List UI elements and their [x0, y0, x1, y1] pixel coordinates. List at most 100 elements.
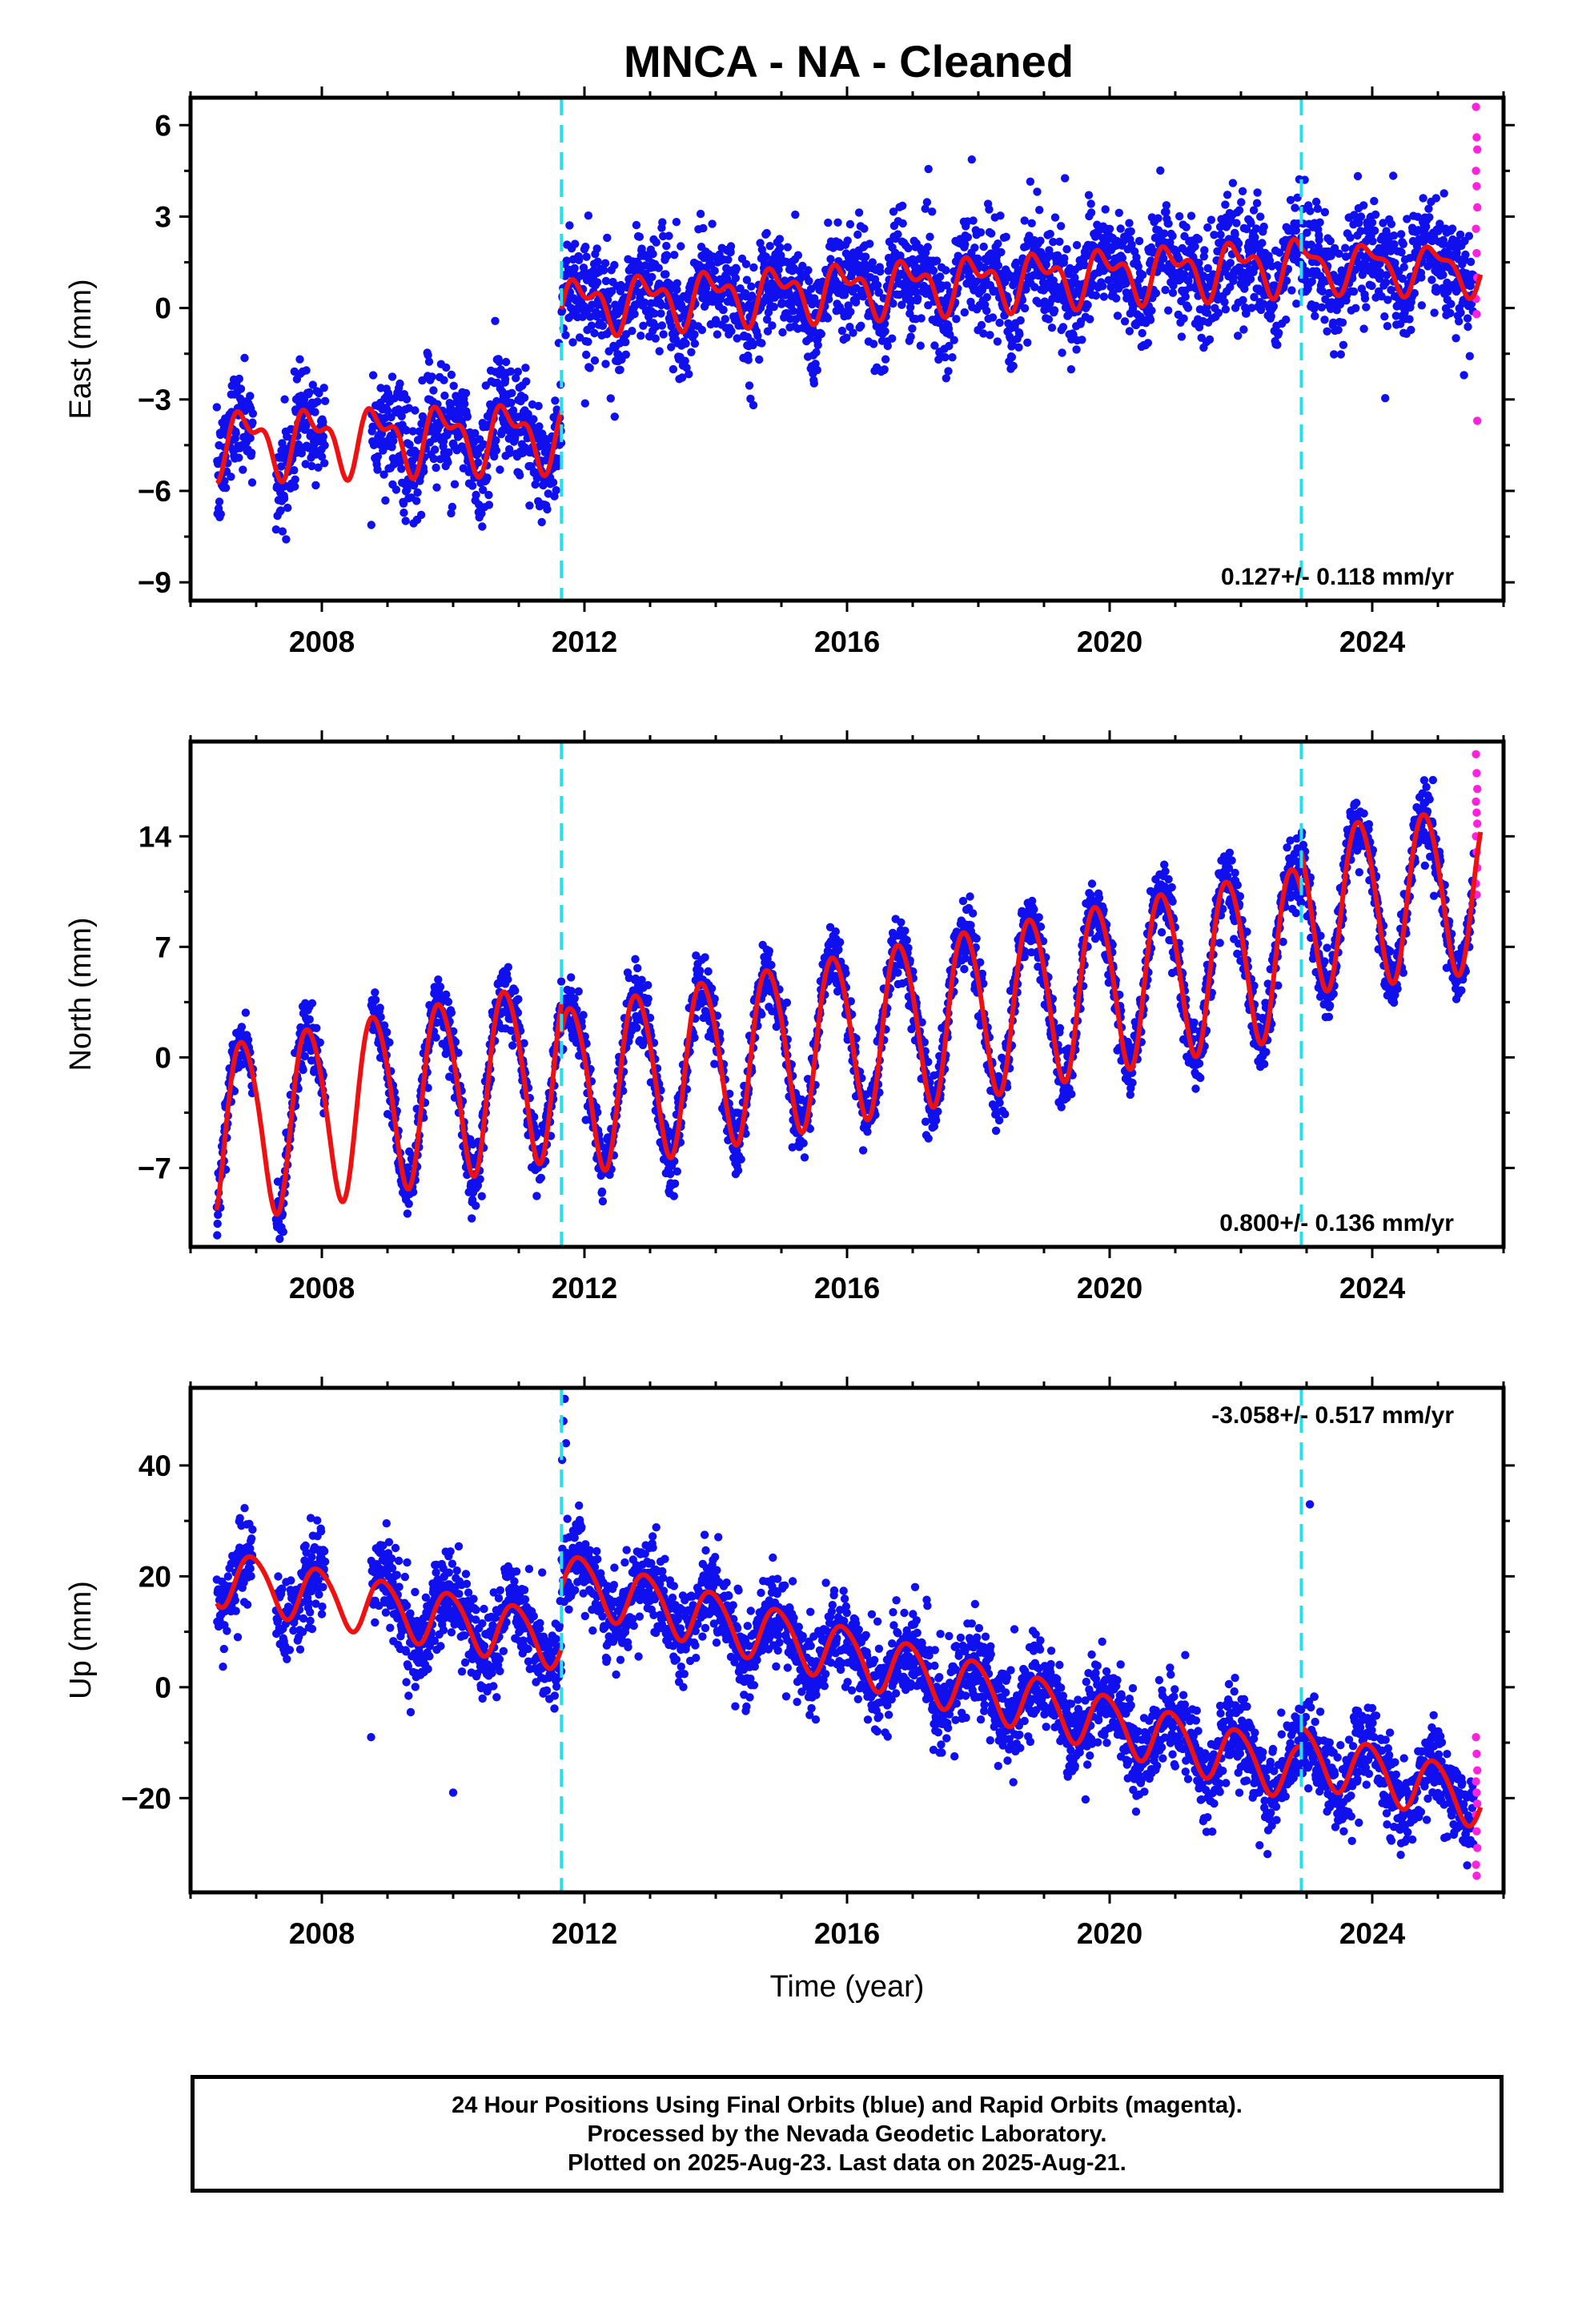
east-data-point — [1099, 292, 1109, 301]
east-data-point — [593, 278, 602, 287]
east-data-point — [960, 308, 970, 317]
east-data-point — [598, 321, 608, 330]
east-data-point — [843, 236, 852, 245]
east-data-point — [408, 427, 417, 436]
east-data-point — [1452, 334, 1460, 343]
east-data-point — [976, 228, 986, 237]
east-data-point — [1446, 308, 1455, 318]
east-data-point — [483, 473, 492, 482]
east-data-point — [231, 428, 240, 438]
east-data-point — [889, 299, 897, 308]
east-data-point — [1291, 226, 1301, 235]
east-data-point — [575, 255, 584, 264]
east-data-point — [408, 456, 417, 465]
east-data-point — [1118, 253, 1127, 263]
east-data-point — [1062, 245, 1071, 254]
east-data-point — [749, 263, 758, 272]
east-data-point — [1375, 268, 1385, 277]
north-data-point — [243, 1035, 253, 1044]
east-data-point — [1370, 196, 1379, 206]
east-data-point — [888, 334, 897, 343]
east-data-point — [749, 340, 757, 350]
east-data-point — [769, 303, 778, 312]
east-data-point — [797, 308, 806, 317]
east-data-point — [220, 476, 229, 486]
east-data-point — [861, 252, 870, 261]
east-data-point — [1104, 275, 1114, 284]
east-data-point — [601, 276, 611, 286]
east-data-point — [216, 509, 225, 519]
east-data-point — [402, 426, 411, 435]
east-data-point — [580, 399, 589, 408]
east-data-point — [484, 490, 493, 500]
north-data-point — [858, 1146, 868, 1155]
east-data-point — [883, 341, 893, 351]
east-data-point — [570, 263, 579, 273]
east-data-point — [1221, 200, 1230, 209]
east-data-point — [507, 398, 516, 408]
east-data-point — [979, 329, 988, 338]
east-data-point — [383, 388, 393, 398]
east-data-point — [1168, 288, 1178, 297]
east-rapid-point — [1473, 145, 1482, 154]
east-data-point — [280, 395, 289, 404]
north-data-point — [696, 966, 705, 975]
east-data-point — [746, 394, 755, 404]
east-data-point — [432, 483, 441, 492]
east-data-point — [1203, 223, 1212, 232]
east-data-point — [1307, 240, 1316, 249]
east-data-point — [1287, 286, 1296, 295]
east-data-point — [823, 314, 833, 323]
east-data-point — [1414, 226, 1423, 235]
east-rapid-point — [1473, 203, 1482, 212]
east-data-point — [282, 535, 291, 544]
north-data-point — [669, 1192, 678, 1200]
east-data-point — [520, 393, 529, 402]
east-data-point — [317, 452, 327, 461]
east-data-point — [696, 209, 705, 219]
east-data-point — [849, 328, 857, 337]
east-data-point — [400, 509, 408, 517]
north-data-point — [468, 1214, 476, 1223]
east-data-point — [1203, 308, 1212, 317]
east-data-point — [621, 350, 630, 359]
east-data-point — [429, 386, 438, 395]
east-y-tick-label: 6 — [155, 109, 171, 142]
east-data-point — [667, 322, 676, 331]
east-data-point — [1259, 300, 1268, 308]
east-data-point — [1205, 335, 1215, 344]
east-data-point — [1086, 199, 1095, 208]
east-data-point — [487, 403, 496, 412]
east-data-point — [690, 330, 699, 339]
east-data-point — [921, 204, 930, 213]
east-data-point — [447, 509, 456, 518]
east-data-point — [997, 247, 1006, 257]
east-data-point — [833, 218, 842, 227]
east-data-point — [1120, 317, 1130, 326]
east-data-point — [1390, 239, 1399, 249]
east-data-point — [431, 445, 440, 454]
east-data-point — [804, 266, 813, 275]
east-data-point — [681, 356, 689, 365]
east-data-point — [601, 360, 610, 368]
east-data-point — [463, 412, 472, 421]
east-data-point — [745, 381, 754, 390]
east-data-point — [926, 232, 934, 241]
east-data-point — [1419, 194, 1427, 203]
east-data-point — [916, 341, 926, 350]
north-data-point — [767, 960, 776, 970]
east-data-point — [993, 337, 1002, 346]
east-data-point — [757, 339, 766, 348]
east-data-point — [1422, 222, 1431, 231]
east-data-point — [747, 282, 756, 291]
east-data-point — [239, 465, 247, 474]
east-data-point — [648, 249, 657, 259]
east-data-point — [967, 155, 977, 164]
east-data-point — [1413, 212, 1423, 221]
east-data-point — [424, 357, 434, 366]
east-data-point — [543, 505, 552, 514]
east-data-point — [479, 485, 488, 494]
east-data-point — [810, 294, 819, 303]
east-data-point — [732, 264, 741, 273]
east-data-point — [749, 400, 758, 410]
